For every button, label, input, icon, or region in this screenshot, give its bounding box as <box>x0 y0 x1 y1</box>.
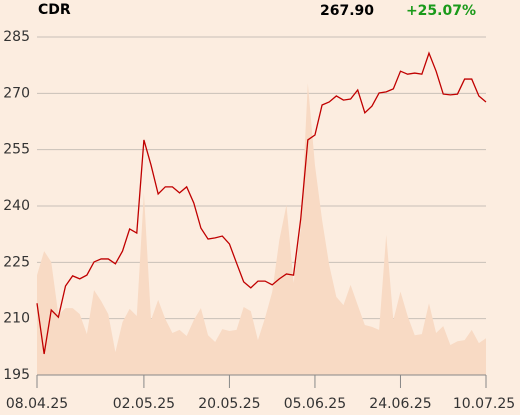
price: 267.90 <box>320 3 374 19</box>
symbol: CDR <box>38 2 71 18</box>
change: +25.07% <box>406 3 476 19</box>
volume-area <box>37 83 486 376</box>
y-tick-label: 195 <box>3 367 30 383</box>
x-tick-label: 05.06.25 <box>284 396 346 412</box>
y-tick-label: 240 <box>3 198 30 214</box>
x-tick-label: 02.05.25 <box>113 396 175 412</box>
y-tick-label: 285 <box>3 29 30 45</box>
y-tick-label: 270 <box>3 85 30 101</box>
y-tick-label: 225 <box>3 254 30 270</box>
y-tick-label: 210 <box>3 311 30 327</box>
y-tick-label: 255 <box>3 142 30 158</box>
x-tick-label: 20.05.25 <box>198 396 260 412</box>
x-tick-label: 24.06.25 <box>369 396 431 412</box>
price-line <box>36 51 487 355</box>
x-tick-label: 10.07.25 <box>453 396 515 412</box>
x-tick-label: 08.04.25 <box>6 396 68 412</box>
